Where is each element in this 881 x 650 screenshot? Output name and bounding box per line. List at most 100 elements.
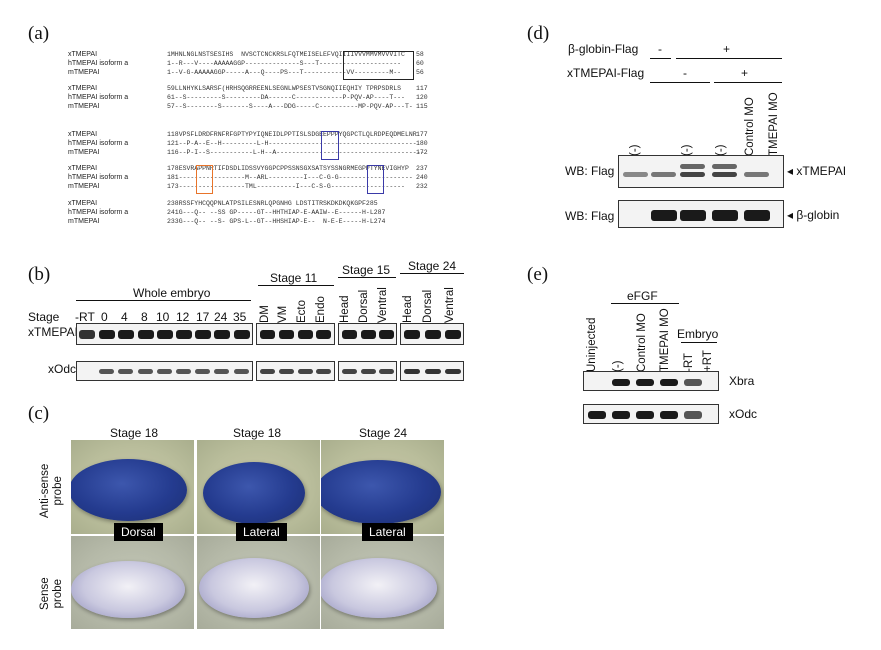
gel-band bbox=[712, 172, 737, 177]
lane-endo: Endo bbox=[315, 296, 327, 323]
gel-band bbox=[361, 369, 376, 374]
gel-band bbox=[157, 369, 172, 374]
gel-b-xodc-st24 bbox=[400, 361, 464, 381]
e-lane-tmepai-mo: TMEPAI MO bbox=[659, 308, 671, 372]
gel-b-xtmepai-st15 bbox=[338, 323, 397, 345]
gel-band bbox=[99, 369, 114, 374]
embryo-photo bbox=[71, 440, 194, 534]
gel-band bbox=[651, 172, 676, 177]
embryo-photo bbox=[197, 440, 320, 534]
lane-head-24: Head bbox=[402, 295, 414, 324]
embryo bbox=[71, 560, 185, 618]
gel-band bbox=[684, 379, 702, 386]
group-line bbox=[338, 277, 396, 278]
gel-band bbox=[298, 330, 313, 339]
lane-head-15: Head bbox=[339, 295, 351, 324]
d-line bbox=[676, 58, 782, 59]
sequence-row: 238RSSFYHCQQPNLATPSILESNRLQPGNHG LDSTITR… bbox=[167, 200, 378, 207]
e-lane-plus-rt: +RT bbox=[702, 350, 714, 372]
alignment-box-black bbox=[343, 51, 414, 80]
e-line bbox=[681, 342, 717, 343]
col-title-1: Stage 18 bbox=[110, 426, 159, 440]
gel-band bbox=[176, 330, 192, 339]
sequence-end-number: 180 bbox=[416, 140, 428, 147]
embryo-photo bbox=[321, 440, 444, 534]
species-name: mTMEPAI bbox=[68, 218, 100, 225]
gel-e-xbra bbox=[583, 371, 719, 391]
view-tag-dorsal: Dorsal bbox=[114, 523, 163, 541]
sequence-row: 1--V-G-AAAAAGGP-----A---Q----PS---T-----… bbox=[167, 69, 402, 76]
sequence-row: 173-----------------TML----------I---C-S… bbox=[167, 183, 405, 190]
lane-24: 24 bbox=[214, 310, 228, 324]
d-wb-label-1: WB: Flag bbox=[565, 164, 615, 178]
lane-dorsal-24: Dorsal bbox=[422, 289, 434, 323]
e-lane-uninjected: Uninjected bbox=[586, 317, 598, 372]
row-label-antisense: Anti-sense probe bbox=[39, 464, 65, 518]
lane-4: 4 bbox=[121, 310, 128, 324]
gel-band bbox=[342, 330, 357, 339]
lane-0: 0 bbox=[101, 310, 108, 324]
sequence-row: 57--S--------S-------S----A---DDG-----C-… bbox=[167, 103, 413, 110]
gel-band bbox=[660, 411, 678, 419]
view-tag-lateral-2: Lateral bbox=[362, 523, 413, 541]
embryo bbox=[321, 558, 437, 618]
group-line bbox=[400, 273, 464, 274]
species-name: mTMEPAI bbox=[68, 69, 100, 76]
lane-12: 12 bbox=[176, 310, 190, 324]
gel-band bbox=[680, 172, 705, 177]
gel-band bbox=[623, 172, 648, 177]
gel-band bbox=[214, 330, 230, 339]
xtmepai-flag-label: xTMEPAI-Flag bbox=[567, 66, 645, 80]
lane-dorsal-15: Dorsal bbox=[358, 289, 370, 323]
gel-b-xodc-st11 bbox=[256, 361, 335, 381]
gel-band bbox=[404, 330, 420, 339]
gel-band bbox=[279, 369, 294, 374]
lane-ventral-15: Ventral bbox=[377, 287, 389, 323]
band-label-betaglobin: ◂ β-globin bbox=[787, 208, 840, 222]
gel-band bbox=[316, 330, 331, 339]
lane-ventral-24: Ventral bbox=[444, 287, 456, 323]
sequence-row: 1MHNLNGLNSTSESIHS NVSCTCNCKRSLFQTMEISELE… bbox=[167, 51, 405, 58]
sequence-row: 61--S---------S---------DA------C-------… bbox=[167, 94, 405, 101]
sequence-end-number: 60 bbox=[416, 60, 424, 67]
gel-b-xtmepai-st24 bbox=[400, 323, 464, 345]
sequence-row: 116--P-I--S-----------L-H--A------------… bbox=[167, 149, 425, 156]
row-label-sense-line1: Sense bbox=[39, 577, 51, 610]
gel-band bbox=[279, 330, 294, 339]
species-name: mTMEPAI bbox=[68, 149, 100, 156]
panel-c-label: (c) bbox=[28, 403, 50, 424]
lane-17: 17 bbox=[196, 310, 210, 324]
panel-b-label: (b) bbox=[28, 264, 51, 285]
gel-band bbox=[260, 369, 275, 374]
species-name: xTMEPAI bbox=[68, 165, 98, 172]
embryo-photo bbox=[321, 536, 444, 629]
gel-band bbox=[680, 164, 705, 169]
gel-band bbox=[404, 369, 420, 374]
d-lane-tmepai-mo: TMEPAI MO bbox=[768, 92, 780, 156]
sequence-end-number: 232 bbox=[416, 183, 428, 190]
embryo bbox=[71, 459, 187, 521]
d-line bbox=[650, 58, 671, 59]
gel-band bbox=[214, 369, 229, 374]
gel-band bbox=[195, 330, 211, 339]
gel-band bbox=[612, 411, 630, 419]
species-name: hTMEPAI isoform a bbox=[68, 94, 129, 101]
gel-band bbox=[660, 379, 678, 386]
gel-band bbox=[342, 369, 357, 374]
gel-band bbox=[612, 379, 630, 386]
gel-band bbox=[588, 411, 606, 419]
band-label-xtmepai: ◂ xTMEPAI bbox=[787, 164, 847, 178]
gel-band bbox=[636, 379, 654, 386]
col-title-3: Stage 24 bbox=[359, 426, 408, 440]
group-title-stage24: Stage 24 bbox=[408, 259, 457, 273]
d-wb-label-2: WB: Flag bbox=[565, 209, 615, 223]
gel-band bbox=[195, 369, 210, 374]
gel-band bbox=[99, 330, 115, 339]
d-lane-control-mo: Control MO bbox=[744, 97, 756, 156]
lane-10: 10 bbox=[156, 310, 170, 324]
lane-vm: VM bbox=[277, 305, 289, 323]
panel-d-label: (d) bbox=[527, 23, 550, 44]
gel-band bbox=[445, 330, 461, 339]
species-name: hTMEPAI isoform a bbox=[68, 209, 129, 216]
lane-35: 35 bbox=[233, 310, 247, 324]
